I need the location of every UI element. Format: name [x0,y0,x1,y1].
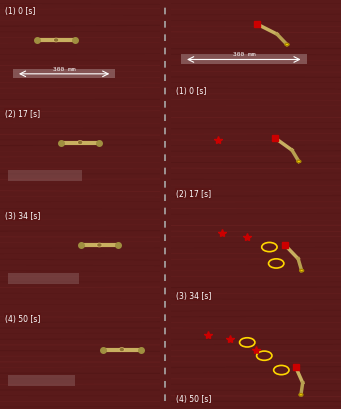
Text: (3) 34 [s]: (3) 34 [s] [5,212,40,220]
Circle shape [299,393,303,396]
Bar [8,273,78,284]
Circle shape [297,161,301,163]
Text: (2) 17 [s]: (2) 17 [s] [176,189,211,198]
Text: (3) 34 [s]: (3) 34 [s] [176,292,211,301]
Circle shape [285,44,289,47]
Circle shape [300,270,303,272]
Bar [8,171,82,182]
Text: 300 mm: 300 mm [233,52,255,57]
Circle shape [55,40,58,42]
Circle shape [54,39,59,43]
Text: (1) 0 [s]: (1) 0 [s] [176,87,206,96]
Circle shape [97,244,102,247]
Circle shape [120,349,123,351]
Text: (4) 50 [s]: (4) 50 [s] [5,314,40,323]
Text: (4) 50 [s]: (4) 50 [s] [176,394,211,403]
Text: (2) 17 [s]: (2) 17 [s] [5,110,40,118]
Circle shape [119,348,124,351]
Text: 300 mm: 300 mm [53,67,75,72]
Bar [13,70,115,79]
Bar [8,375,75,387]
Circle shape [98,245,101,246]
Bar [181,55,307,65]
Text: (1) 0 [s]: (1) 0 [s] [5,7,35,16]
Circle shape [78,142,83,145]
Circle shape [79,142,81,144]
